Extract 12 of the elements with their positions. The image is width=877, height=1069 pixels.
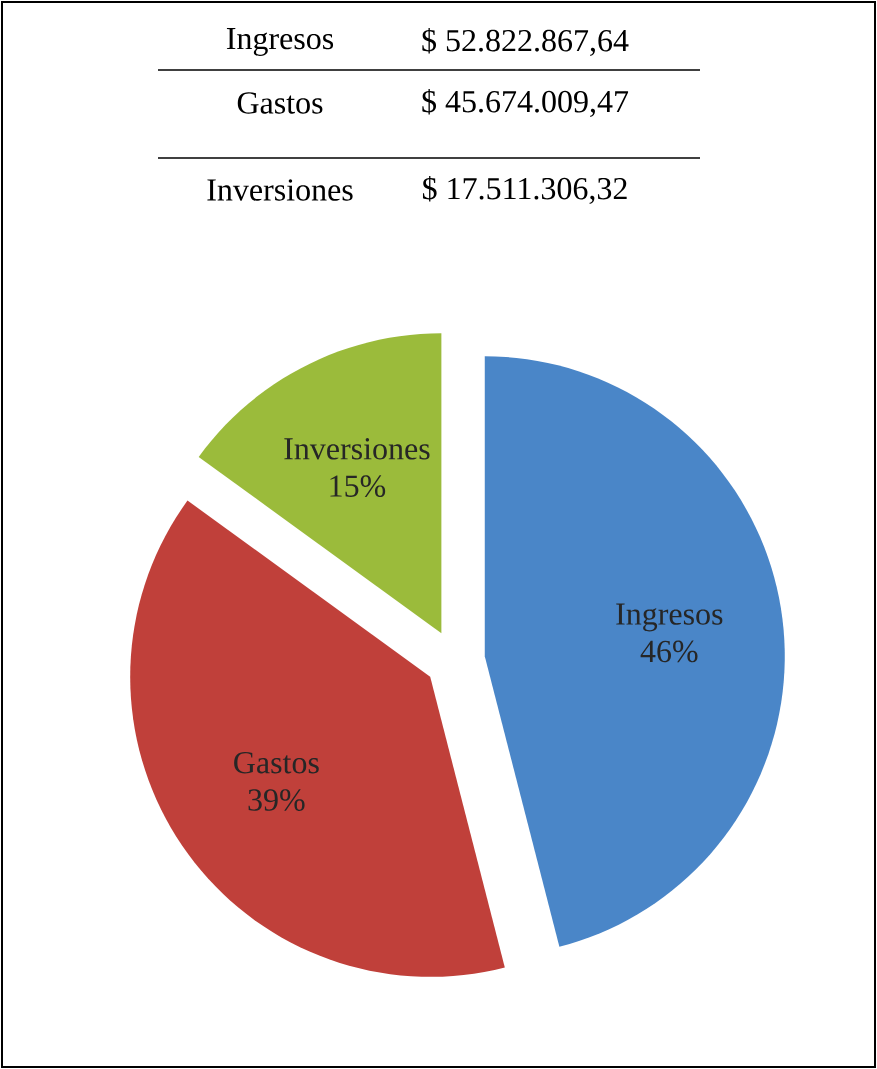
data-label: 15% (330, 475, 386, 498)
data-label: 46% (640, 640, 698, 663)
slice-label: Ingresos (616, 603, 723, 632)
category-label: Gastos (237, 92, 323, 114)
slice-label: Inversiones (284, 438, 430, 460)
text: $ 52.822.867,64 (422, 27, 629, 57)
slice-label: Gastos (234, 751, 319, 774)
data-label: 39% (248, 789, 305, 811)
text: $ 17.511.306,32 (422, 175, 627, 205)
text: $ 45.674.009,47 (422, 88, 629, 118)
category-label: Inversiones (207, 179, 353, 201)
category-label: Ingresos (226, 28, 334, 56)
